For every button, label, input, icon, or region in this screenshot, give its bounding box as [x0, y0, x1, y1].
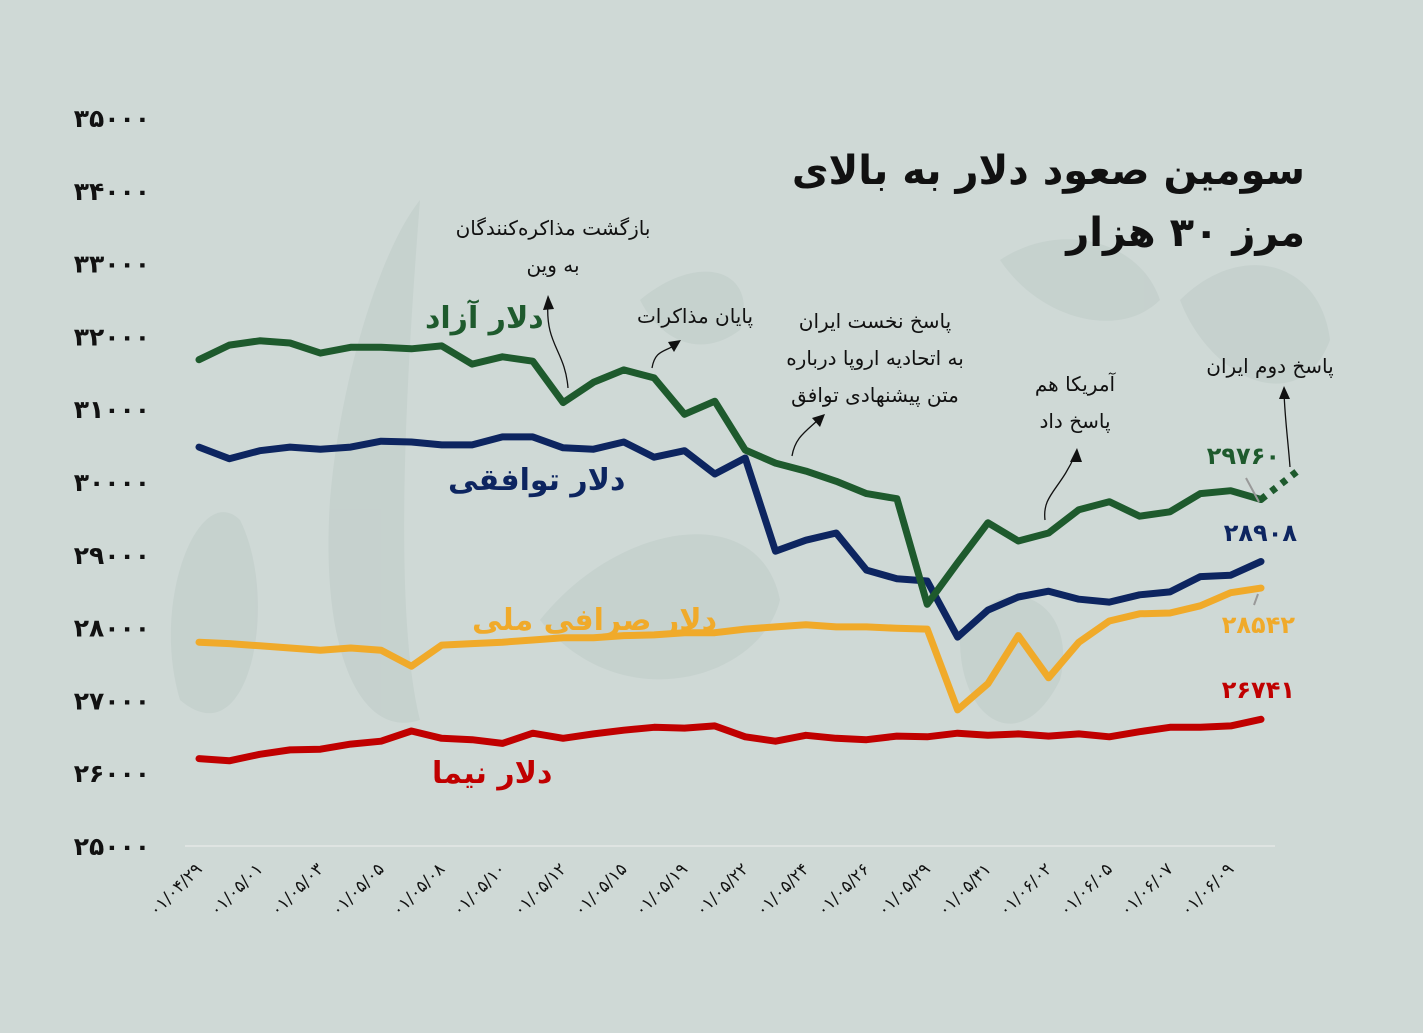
annotation-arrows [547, 301, 1291, 521]
arrow-return-vienna [547, 301, 569, 389]
watermark-logo [170, 200, 1330, 724]
series-label-agreed: دلار توافقی [448, 463, 625, 498]
title-line-1: سومین صعود دلار به بالای [791, 148, 1305, 194]
arrow-heads [543, 295, 1290, 462]
series-line [195, 433, 1265, 641]
x-tick-label: ۰۱/۰۵/۱۵ [570, 859, 631, 920]
y-tick-label: ۳۳۰۰۰ [74, 250, 150, 279]
series-label-nima: دلار نیما [432, 756, 552, 791]
annotation-line: آمریکا هم [1034, 372, 1116, 396]
y-tick-label: ۳۴۰۰۰ [74, 177, 150, 206]
x-tick-label: ۰۱/۰۶/۰۲ [995, 859, 1056, 920]
annotation-line: پاسخ دوم ایران [1206, 354, 1334, 378]
annotation-line: پاسخ داد [1039, 409, 1111, 433]
x-tick-label: ۰۱/۰۶/۰۷ [1117, 859, 1178, 920]
x-tick-label: ۰۱/۰۶/۰۵ [1056, 859, 1117, 920]
y-tick-label: ۳۵۰۰۰ [74, 104, 150, 133]
annotation-return-vienna: بازگشت مذاکره‌کنندگان به وین [438, 210, 668, 284]
chart-title: سومین صعود دلار به بالای مرز ۳۰ هزار [792, 140, 1305, 264]
series-line [195, 337, 1265, 608]
annotation-line: به وین [526, 253, 580, 277]
x-tick-label: ۰۱/۰۵/۰۳ [267, 859, 328, 920]
x-tick-label: ۰۱/۰۵/۳۱ [934, 859, 995, 920]
annotation-line: به اتحادیه اروپا درباره [786, 346, 964, 370]
arrow-end-talks [651, 344, 676, 369]
x-tick-label: ۰۱/۰۵/۲۲ [692, 859, 753, 920]
x-tick-label: ۰۱/۰۵/۰۸ [388, 859, 449, 920]
series-label-free: دلار آزاد [425, 299, 544, 336]
annotation-line: متن پیشنهادی توافق [791, 383, 959, 407]
annotation-first-response: پاسخ نخست ایران به اتحادیه اروپا درباره … [760, 303, 990, 414]
arrow-us-response [1044, 454, 1076, 521]
y-tick-label: ۲۵۰۰۰ [74, 832, 150, 861]
y-tick-label: ۲۸۰۰۰ [74, 614, 150, 643]
end-label-nima: ۲۶۷۴۱ [1222, 676, 1295, 704]
y-tick-label: ۳۰۰۰۰ [74, 468, 150, 497]
x-tick-label: ۰۱/۰۵/۲۴ [752, 859, 813, 920]
annotation-line: بازگشت مذاکره‌کنندگان [455, 216, 651, 240]
series-label-exchange: دلار صرافی ملی [472, 603, 717, 638]
x-tick-label: ۰۱/۰۵/۲۶ [813, 859, 874, 920]
x-tick-label: ۰۱/۰۶/۰۹ [1177, 859, 1238, 920]
series-line [195, 715, 1265, 765]
leader-lines [1245, 477, 1260, 606]
arrow-first-response [791, 419, 819, 457]
x-tick-label: ۰۱/۰۵/۱۹ [631, 859, 692, 920]
annotation-us-response: آمریکا هم پاسخ داد [1010, 366, 1140, 440]
x-tick-label: ۰۱/۰۵/۰۵ [328, 859, 389, 920]
series-line [195, 584, 1265, 714]
x-tick-label: ۰۱/۰۵/۱۰ [449, 859, 510, 920]
annotation-second-response: پاسخ دوم ایران [1185, 348, 1355, 385]
x-tick-label: ۰۱/۰۵/۰۱ [206, 859, 267, 920]
x-tick-label: ۰۱/۰۵/۱۲ [510, 859, 571, 920]
y-tick-label: ۳۲۰۰۰ [74, 322, 150, 351]
dotted-extension [1258, 468, 1300, 503]
y-tick-label: ۲۹۰۰۰ [74, 541, 150, 570]
y-tick-label: ۳۱۰۰۰ [74, 395, 150, 424]
y-tick-label: ۲۶۰۰۰ [74, 759, 150, 788]
y-tick-label: ۲۷۰۰۰ [74, 686, 150, 715]
annotation-end-talks: پایان مذاکرات [620, 298, 770, 335]
end-label-exchange: ۲۸۵۴۲ [1222, 611, 1296, 639]
title-line-2: مرز ۳۰ هزار [1066, 210, 1305, 256]
end-label-free: ۲۹۷۶۰ [1207, 442, 1280, 470]
end-label-agreed: ۲۸۹۰۸ [1224, 519, 1298, 547]
annotation-line: پاسخ نخست ایران [798, 309, 952, 333]
arrow-second-response [1283, 391, 1291, 468]
x-tick-label: ۰۱/۰۴/۲۹ [146, 859, 207, 920]
x-tick-label: ۰۱/۰۵/۲۹ [874, 859, 935, 920]
annotation-line: پایان مذاکرات [636, 304, 754, 328]
